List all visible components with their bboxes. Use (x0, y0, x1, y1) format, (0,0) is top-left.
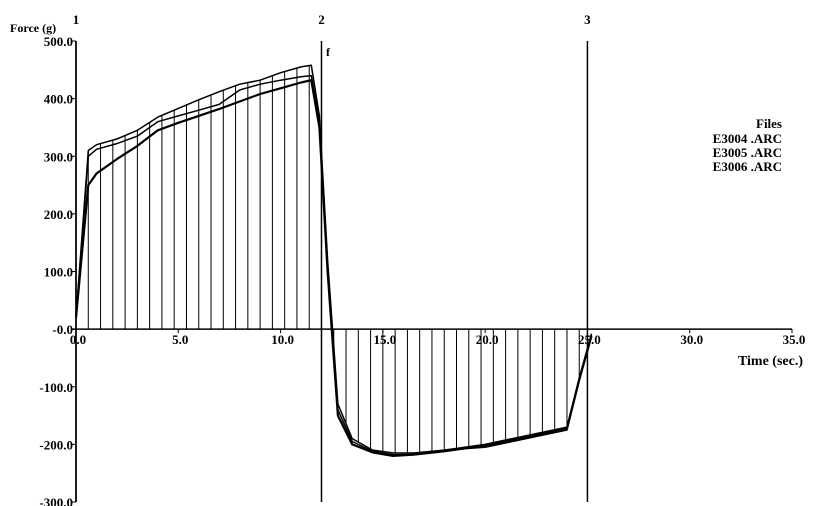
x-axis-label: Time (sec.) (738, 354, 803, 369)
y-tick-label: -100.0 (39, 380, 73, 395)
axes-layer (72, 40, 793, 503)
y-tick-label: 400.0 (44, 92, 73, 107)
y-tick-label: -200.0 (39, 437, 73, 452)
x-tick-label: 15.0 (373, 332, 396, 347)
x-tick-label: 0.0 (70, 332, 86, 347)
y-tick-label: 500.0 (44, 34, 73, 49)
x-tick-label: 5.0 (172, 332, 188, 347)
y-tick-label: 200.0 (44, 207, 73, 222)
x-tick-label: 20.0 (476, 332, 499, 347)
y-tick-label: 300.0 (44, 149, 73, 164)
x-tick-label: 10.0 (271, 332, 294, 347)
legend-entry-3: E3006 .ARC (713, 159, 782, 174)
legend-entry-2: E3005 .ARC (713, 145, 782, 160)
series-line-1 (75, 64, 593, 454)
x-tick-label: 25.0 (578, 332, 601, 347)
series-layer (74, 64, 593, 457)
y-axis-label: Force (g) (10, 21, 56, 35)
text-layer: Force (g) Time (sec.) f Files E3004 .ARC… (10, 12, 805, 506)
marker-label: 2 (318, 12, 325, 27)
x-tick-label: 30.0 (680, 332, 703, 347)
x-tick-label: 35.0 (783, 332, 806, 347)
marker-label: 3 (584, 12, 591, 27)
series-line-2 (75, 74, 593, 456)
legend-title: Files (756, 116, 782, 131)
hatch-layer (87, 65, 580, 454)
marker-label: 1 (73, 12, 80, 27)
y-tick-label: -300.0 (39, 495, 73, 506)
y-tick-label: 100.0 (44, 265, 73, 280)
series-line-3 (74, 79, 593, 457)
legend-entry-1: E3004 .ARC (713, 131, 782, 146)
y-tick-label: -0.0 (52, 322, 73, 337)
annotation-f: f (326, 45, 331, 59)
